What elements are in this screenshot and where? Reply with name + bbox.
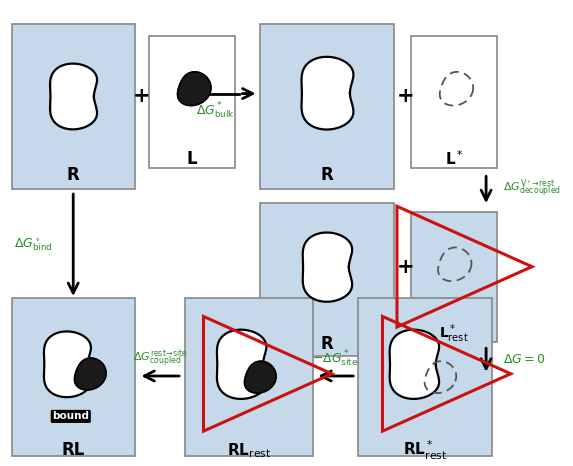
Polygon shape [74, 358, 106, 390]
Text: R: R [321, 336, 333, 353]
Text: bound: bound [52, 411, 89, 421]
Polygon shape [217, 329, 266, 399]
FancyBboxPatch shape [411, 212, 497, 342]
Text: R: R [321, 166, 333, 184]
FancyBboxPatch shape [12, 24, 135, 189]
FancyBboxPatch shape [148, 35, 235, 168]
Text: L$^*_{\rm rest}$: L$^*_{\rm rest}$ [439, 322, 469, 345]
FancyBboxPatch shape [260, 203, 394, 356]
Polygon shape [303, 233, 352, 302]
Polygon shape [301, 57, 354, 130]
Polygon shape [245, 361, 276, 393]
Polygon shape [50, 63, 97, 130]
Text: RL$^*_{\rm rest}$: RL$^*_{\rm rest}$ [403, 439, 447, 462]
FancyBboxPatch shape [260, 24, 394, 189]
Text: $\Delta G^*_{\rm bulk}$: $\Delta G^*_{\rm bulk}$ [196, 101, 235, 121]
Text: +: + [132, 87, 150, 106]
Text: $\Delta G{=}0$: $\Delta G{=}0$ [503, 353, 545, 366]
Text: RL: RL [61, 441, 85, 459]
Text: RL$_{\rm rest}$: RL$_{\rm rest}$ [227, 441, 271, 459]
Text: R: R [67, 166, 80, 184]
Polygon shape [44, 331, 91, 397]
Text: $-\Delta G^*_{\rm site}$: $-\Delta G^*_{\rm site}$ [312, 349, 359, 370]
Text: +: + [397, 257, 414, 277]
Text: $\Delta G^\circ_{\rm bind}$: $\Delta G^\circ_{\rm bind}$ [14, 236, 52, 253]
FancyBboxPatch shape [185, 298, 313, 456]
Polygon shape [390, 329, 439, 399]
Text: +: + [397, 87, 414, 106]
Text: $\Delta G^{\rm V^\circ\!\to\!rest}_{\rm decoupled}$: $\Delta G^{\rm V^\circ\!\to\!rest}_{\rm … [503, 178, 561, 200]
Polygon shape [178, 72, 211, 105]
FancyBboxPatch shape [358, 298, 492, 456]
Text: L: L [186, 150, 197, 168]
FancyBboxPatch shape [411, 35, 497, 168]
Text: $\Delta G^{\rm rest\!\to\!site}_{\rm coupled}$: $\Delta G^{\rm rest\!\to\!site}_{\rm cou… [133, 348, 187, 370]
FancyBboxPatch shape [12, 298, 135, 456]
Text: L$^*$: L$^*$ [445, 149, 464, 168]
